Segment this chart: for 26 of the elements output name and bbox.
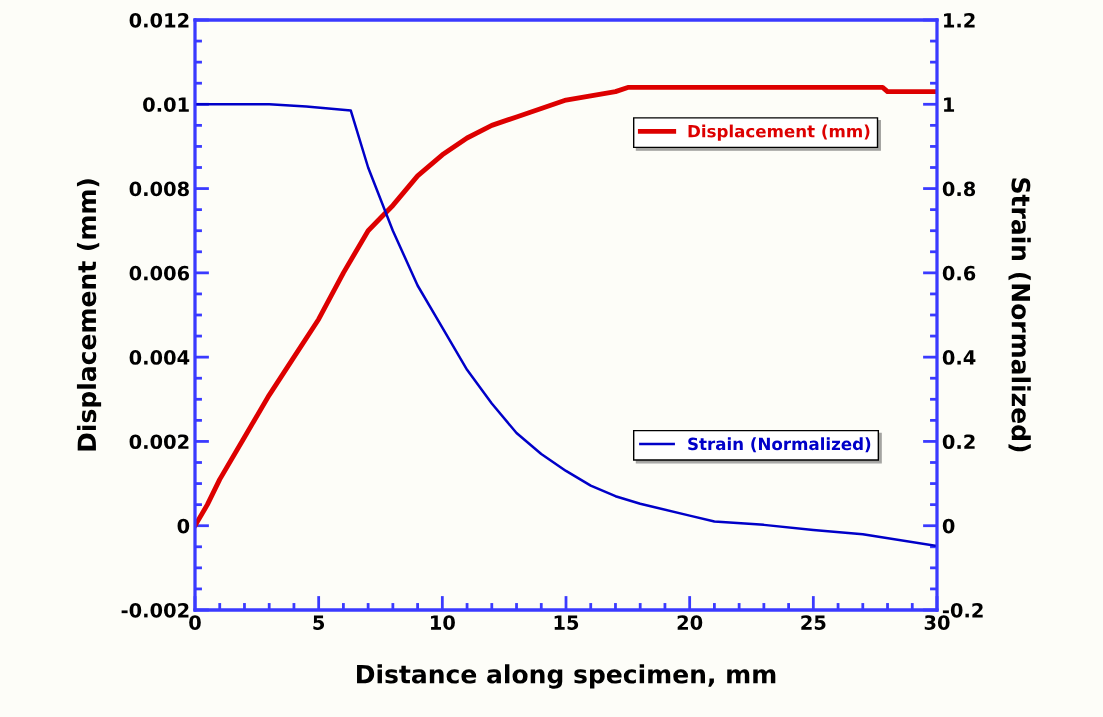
y-tick-label: 0.008 xyxy=(129,181,189,197)
y-tick-label: -0.002 xyxy=(121,602,189,618)
x-tick-label: 0 xyxy=(189,615,201,630)
y2-tick-label: 0.6 xyxy=(942,265,976,281)
y2-tick-label: 0.4 xyxy=(942,350,976,365)
y-axis-title: Displacement (mm) xyxy=(76,179,102,451)
y2-tick-label: 1.2 xyxy=(944,12,975,28)
x-axis-title: Distance along specimen, mm xyxy=(357,664,776,689)
x-tick-label: 10 xyxy=(431,615,455,630)
y2-tick-label: 0.8 xyxy=(942,181,976,197)
y-tick-label: 0.002 xyxy=(129,434,189,450)
legend-label: Displacement (mm) xyxy=(688,124,870,141)
y-tick-label: 0.004 xyxy=(129,350,190,365)
y2-tick-label: 0.2 xyxy=(942,434,975,450)
x-tick-label: 5 xyxy=(313,615,325,630)
y2-tick-label: 1 xyxy=(944,97,955,112)
y2-tick-label: 0 xyxy=(942,518,955,534)
y-tick-label: 0.012 xyxy=(129,12,189,28)
y-tick-label: 0.01 xyxy=(143,97,189,112)
legend-label: Strain (Normalized) xyxy=(688,437,871,453)
y-tick-label: 0.006 xyxy=(129,265,190,281)
x-tick-label: 25 xyxy=(801,615,826,630)
y2-axis-title: Strain (Normalized) xyxy=(1008,178,1031,452)
y-tick-label: 0 xyxy=(177,518,190,534)
x-tick-label: 20 xyxy=(677,615,703,630)
x-tick-label: 15 xyxy=(554,615,579,630)
